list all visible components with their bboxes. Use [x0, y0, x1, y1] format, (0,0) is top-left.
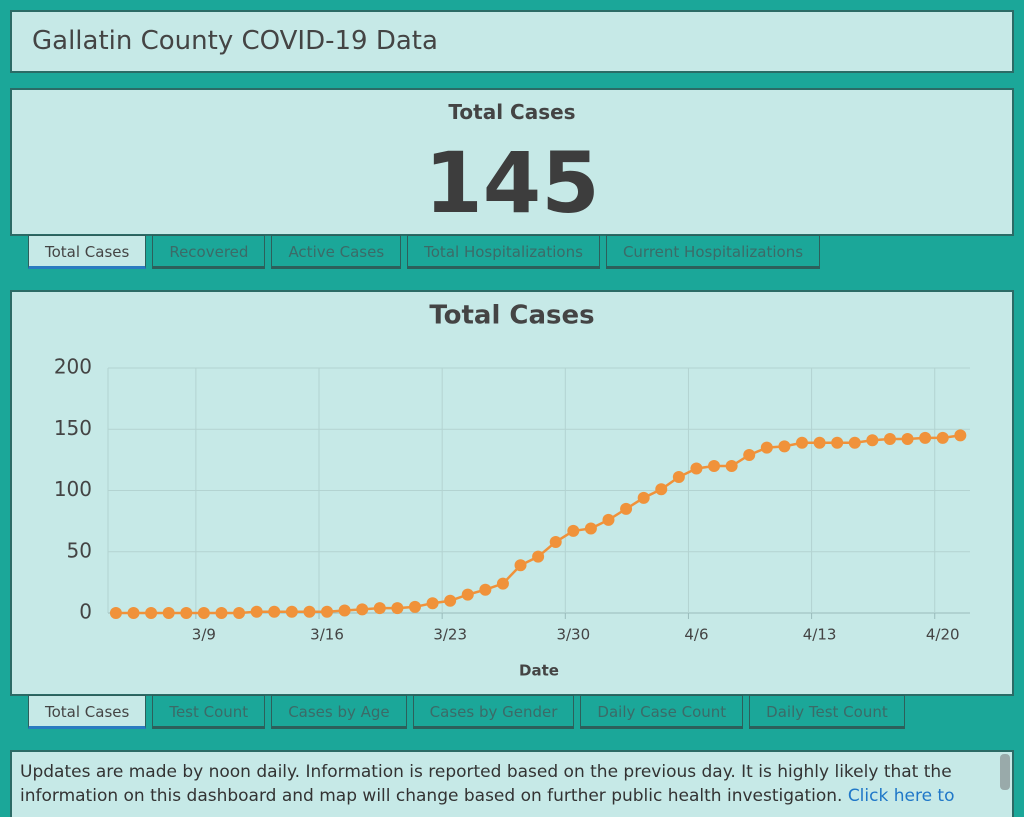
x-tick-label: 3/9 [192, 626, 216, 644]
tab[interactable]: Cases by Gender [412, 695, 575, 729]
point [831, 436, 844, 449]
x-axis-label: Date [519, 662, 559, 680]
point [127, 607, 140, 619]
point [408, 600, 421, 613]
point [901, 433, 914, 446]
x-tick-label: 3/23 [433, 626, 467, 644]
tab[interactable]: Recovered [152, 235, 266, 269]
indicator-tabs: Total Cases Recovered Active Cases Total Ho… [28, 235, 821, 269]
point [813, 436, 826, 449]
footer-link[interactable]: Click here to [847, 786, 955, 806]
point [268, 605, 281, 618]
point [602, 513, 615, 526]
point [338, 604, 351, 617]
point [549, 535, 562, 548]
point [672, 471, 685, 484]
footer-body: Updates are made by noon daily. Informat… [20, 762, 952, 806]
point [760, 441, 773, 454]
point [883, 433, 896, 446]
tab[interactable]: Daily Test Count [749, 695, 905, 729]
tab[interactable]: Total Cases [28, 695, 147, 729]
point [655, 483, 668, 496]
tab[interactable]: Daily Case Count [580, 695, 744, 729]
point [620, 502, 633, 515]
point [356, 603, 369, 616]
point [584, 522, 597, 535]
point [426, 597, 439, 610]
point [690, 462, 703, 475]
x-tick-label: 4/6 [684, 626, 708, 644]
point [233, 607, 246, 619]
chart-title: Total Cases [429, 301, 594, 331]
y-tick-label: 200 [54, 355, 92, 379]
y-tick-label: 50 [67, 538, 92, 562]
indicator-title: Total Cases [448, 100, 576, 124]
point [637, 491, 650, 504]
tab[interactable]: Active Cases [271, 235, 402, 269]
point [197, 607, 210, 619]
point [743, 448, 756, 461]
point [795, 436, 808, 449]
x-tick-label: 4/20 [926, 626, 960, 644]
indicator-value: 145 [424, 134, 600, 232]
tab[interactable]: Total Hospitalizations [407, 235, 600, 269]
point [444, 594, 457, 607]
x-tick-label: 3/16 [310, 626, 344, 644]
point [532, 550, 545, 563]
point [391, 602, 404, 615]
tab[interactable]: Cases by Age [271, 695, 407, 729]
point [162, 607, 175, 619]
point [215, 607, 228, 619]
point [285, 605, 298, 618]
footer: Updates are made by noon daily. Informat… [10, 750, 1014, 817]
header: Gallatin County COVID-19 Data [10, 10, 1014, 73]
point [373, 602, 386, 615]
point [496, 577, 509, 590]
point [919, 431, 932, 444]
point [567, 524, 580, 537]
x-tick-label: 4/13 [803, 626, 837, 644]
point [936, 431, 949, 444]
tab[interactable]: Total Cases [28, 235, 147, 269]
header-title: Gallatin County COVID-19 Data [32, 26, 438, 56]
y-tick-label: 0 [79, 600, 92, 624]
point [954, 429, 967, 442]
scrollbar [1000, 754, 1010, 790]
x-tick-label: 3/30 [556, 626, 590, 644]
chart-panel [10, 290, 1014, 696]
footer-text: Updates are made by noon daily. Informat… [20, 760, 990, 808]
point [303, 605, 316, 618]
y-tick-label: 150 [54, 416, 92, 440]
point [708, 460, 721, 472]
point [479, 583, 492, 596]
point [514, 559, 527, 572]
point [778, 440, 791, 453]
point [321, 605, 334, 618]
point [866, 434, 879, 447]
point [848, 436, 861, 449]
chart-tabs: Total Cases Test Count Cases by Age Cases b… [28, 695, 905, 729]
point [725, 460, 738, 472]
y-tick-label: 100 [54, 477, 92, 501]
point [250, 605, 263, 618]
tab[interactable]: Current Hospitalizations [605, 235, 821, 269]
point [109, 607, 122, 619]
point [180, 607, 193, 619]
point [461, 588, 474, 601]
line [115, 434, 961, 615]
point [145, 607, 158, 619]
tab[interactable]: Test Count [152, 695, 266, 729]
